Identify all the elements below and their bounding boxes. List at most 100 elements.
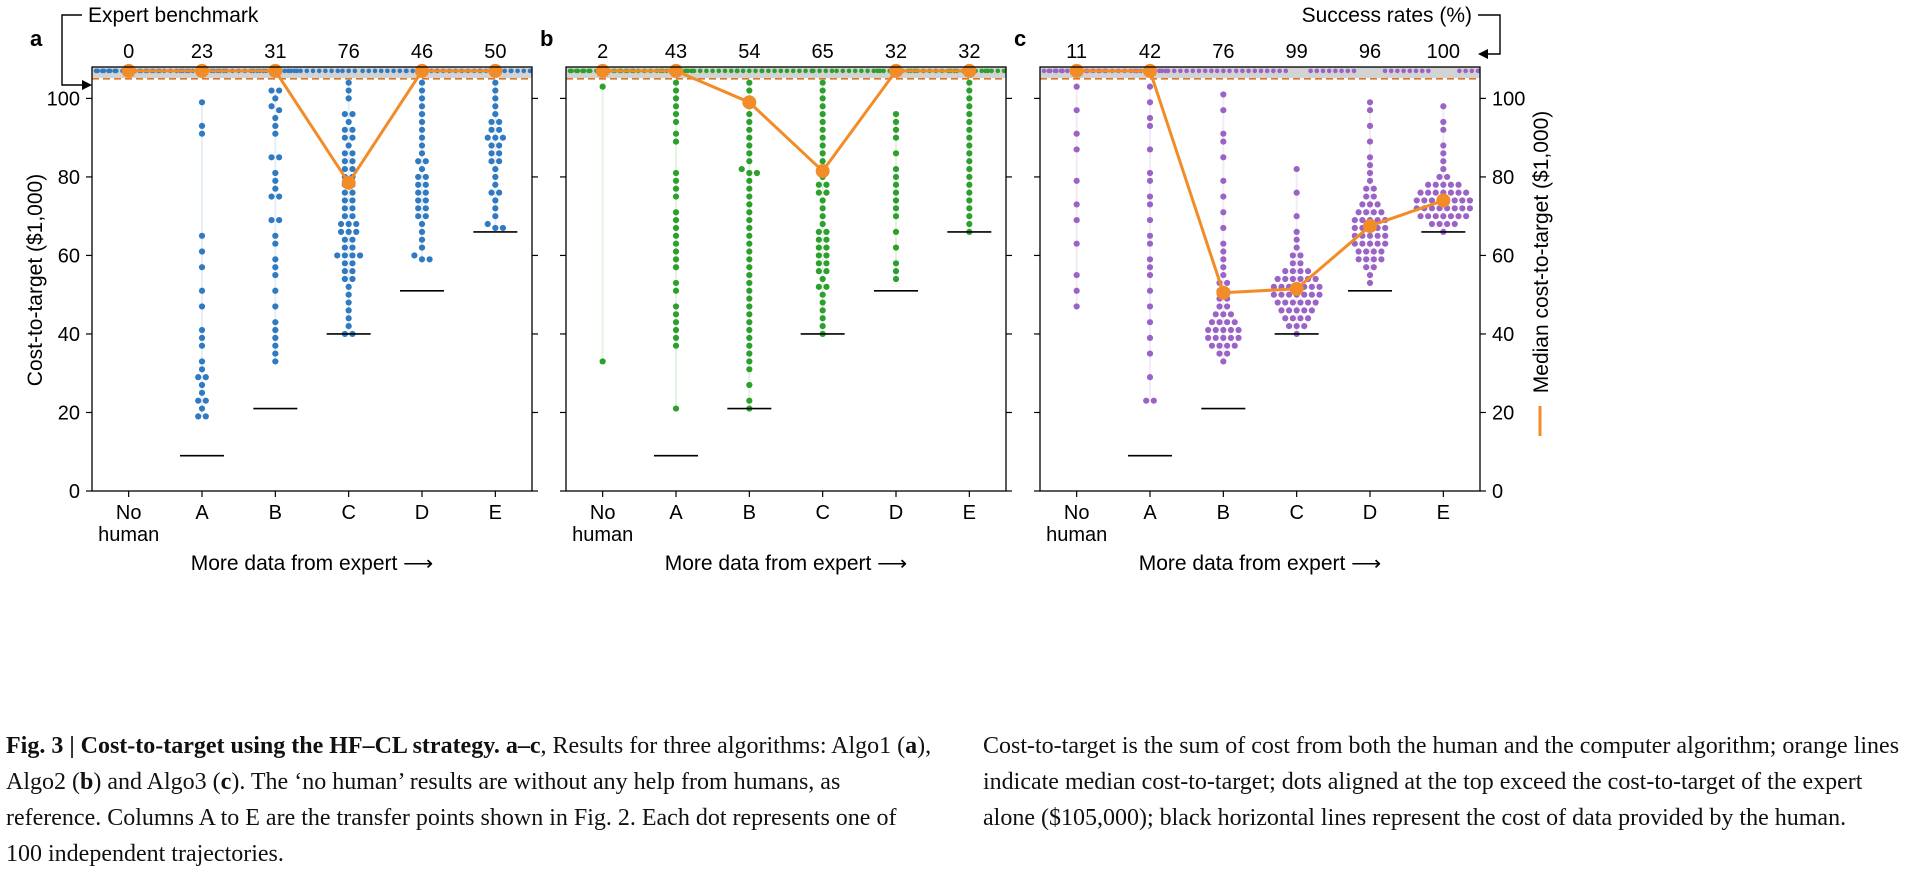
trajectory-dot bbox=[1216, 342, 1223, 349]
trajectory-dot bbox=[418, 244, 426, 251]
top-dot bbox=[360, 68, 365, 74]
trajectory-dot bbox=[1366, 240, 1374, 247]
trajectory-dot bbox=[198, 326, 206, 334]
trajectory-dot bbox=[815, 228, 822, 235]
trajectory-dot bbox=[1366, 232, 1374, 239]
top-dot bbox=[410, 68, 416, 74]
trajectory-dot bbox=[823, 228, 830, 235]
trajectory-dot bbox=[966, 173, 973, 181]
trajectory-dot bbox=[1366, 154, 1374, 161]
top-dot bbox=[1264, 68, 1270, 74]
top-dot bbox=[728, 68, 734, 74]
top-dot bbox=[1196, 68, 1202, 74]
trajectory-dot bbox=[1466, 205, 1474, 212]
trajectory-dot bbox=[418, 236, 426, 243]
top-dot bbox=[865, 68, 870, 74]
trajectory-dot bbox=[746, 381, 753, 389]
trajectory-dot bbox=[966, 158, 973, 165]
trajectory-dot bbox=[1382, 232, 1389, 239]
trajectory-dot bbox=[1382, 224, 1389, 232]
median-marker bbox=[1216, 285, 1231, 300]
trajectory-dot bbox=[1220, 107, 1227, 114]
trajectory-dot bbox=[819, 134, 826, 141]
caption-l2: ) and Algo3 ( bbox=[93, 769, 221, 795]
xtick-label: D bbox=[889, 502, 903, 524]
trajectory-dot bbox=[966, 79, 973, 86]
top-dot bbox=[1047, 68, 1053, 74]
trajectory-dot bbox=[345, 315, 352, 322]
trajectory-dot bbox=[672, 118, 680, 126]
trajectory-dot bbox=[272, 185, 279, 192]
trajectory-dot bbox=[268, 87, 275, 94]
plot-frame bbox=[1039, 66, 1481, 492]
trajectory-dot bbox=[892, 181, 900, 188]
trajectory-dot bbox=[349, 189, 356, 196]
trajectory-dot bbox=[422, 205, 429, 212]
trajectory-dot bbox=[1220, 358, 1227, 365]
xtick-label: A bbox=[1143, 502, 1157, 524]
trajectory-dot bbox=[1235, 326, 1242, 334]
trajectory-dot bbox=[341, 150, 348, 157]
trajectory-dot bbox=[1146, 303, 1154, 310]
trajectory-dot bbox=[272, 264, 279, 271]
trajectory-dot bbox=[1278, 291, 1285, 298]
top-dot bbox=[995, 68, 1001, 74]
top-dot bbox=[106, 68, 111, 74]
trajectory-dot bbox=[1220, 271, 1227, 279]
trajectory-dot bbox=[966, 142, 973, 149]
trajectory-dot bbox=[1413, 197, 1420, 204]
trajectory-dot bbox=[746, 240, 753, 247]
trajectory-dot bbox=[492, 197, 499, 204]
trajectory-dot bbox=[198, 381, 206, 389]
trajectory-dot bbox=[1220, 130, 1227, 137]
trajectory-dot bbox=[418, 142, 426, 149]
trajectory-dot bbox=[349, 111, 356, 118]
trajectory-dot bbox=[1359, 217, 1366, 224]
trajectory-dot bbox=[815, 189, 822, 196]
ytick-label: 0 bbox=[69, 481, 80, 503]
trajectory-dot bbox=[672, 193, 680, 200]
trajectory-dot bbox=[1440, 165, 1447, 173]
trajectory-dot bbox=[672, 264, 680, 271]
trajectory-dot bbox=[1146, 271, 1154, 279]
trajectory-dot bbox=[746, 271, 753, 279]
trajectory-dot bbox=[488, 118, 495, 126]
median-marker bbox=[1363, 219, 1377, 233]
trajectory-dot bbox=[1227, 326, 1235, 334]
trajectory-dot bbox=[1220, 209, 1227, 216]
trajectory-dot bbox=[746, 303, 753, 310]
trajectory-dot bbox=[492, 181, 499, 188]
trajectory-dot bbox=[341, 268, 348, 275]
trajectory-dot bbox=[1440, 126, 1447, 133]
trajectory-dot bbox=[1366, 169, 1374, 177]
top-dot bbox=[740, 68, 746, 74]
trajectory-dot bbox=[341, 189, 348, 196]
top-annotations: Expert benchmark Success rates (%) bbox=[61, 4, 1501, 90]
trajectory-dot bbox=[966, 165, 973, 173]
trajectory-dot bbox=[892, 260, 900, 267]
xtick-label: D bbox=[415, 502, 429, 524]
trajectory-dot bbox=[1366, 201, 1374, 208]
trajectory-dot bbox=[1455, 181, 1462, 188]
trajectory-dot bbox=[1285, 307, 1293, 314]
top-dot bbox=[759, 68, 765, 74]
trajectory-dot bbox=[1220, 334, 1227, 341]
trajectory-dot bbox=[1463, 213, 1470, 220]
trajectory-dot bbox=[337, 228, 345, 235]
top-dot bbox=[1413, 68, 1419, 74]
trajectory-dot bbox=[966, 213, 973, 220]
caption-b: b bbox=[80, 769, 94, 795]
trajectory-dot bbox=[1274, 275, 1281, 283]
expert-benchmark-arrowhead bbox=[82, 80, 92, 90]
trajectory-dot bbox=[819, 111, 826, 118]
trajectory-dot bbox=[1073, 287, 1080, 294]
trajectory-dot bbox=[819, 275, 826, 283]
median-line bbox=[128, 69, 496, 186]
trajectory-dot bbox=[353, 228, 360, 235]
trajectory-dot bbox=[1220, 138, 1227, 145]
top-dot bbox=[1345, 68, 1351, 74]
trajectory-dot bbox=[672, 326, 680, 334]
